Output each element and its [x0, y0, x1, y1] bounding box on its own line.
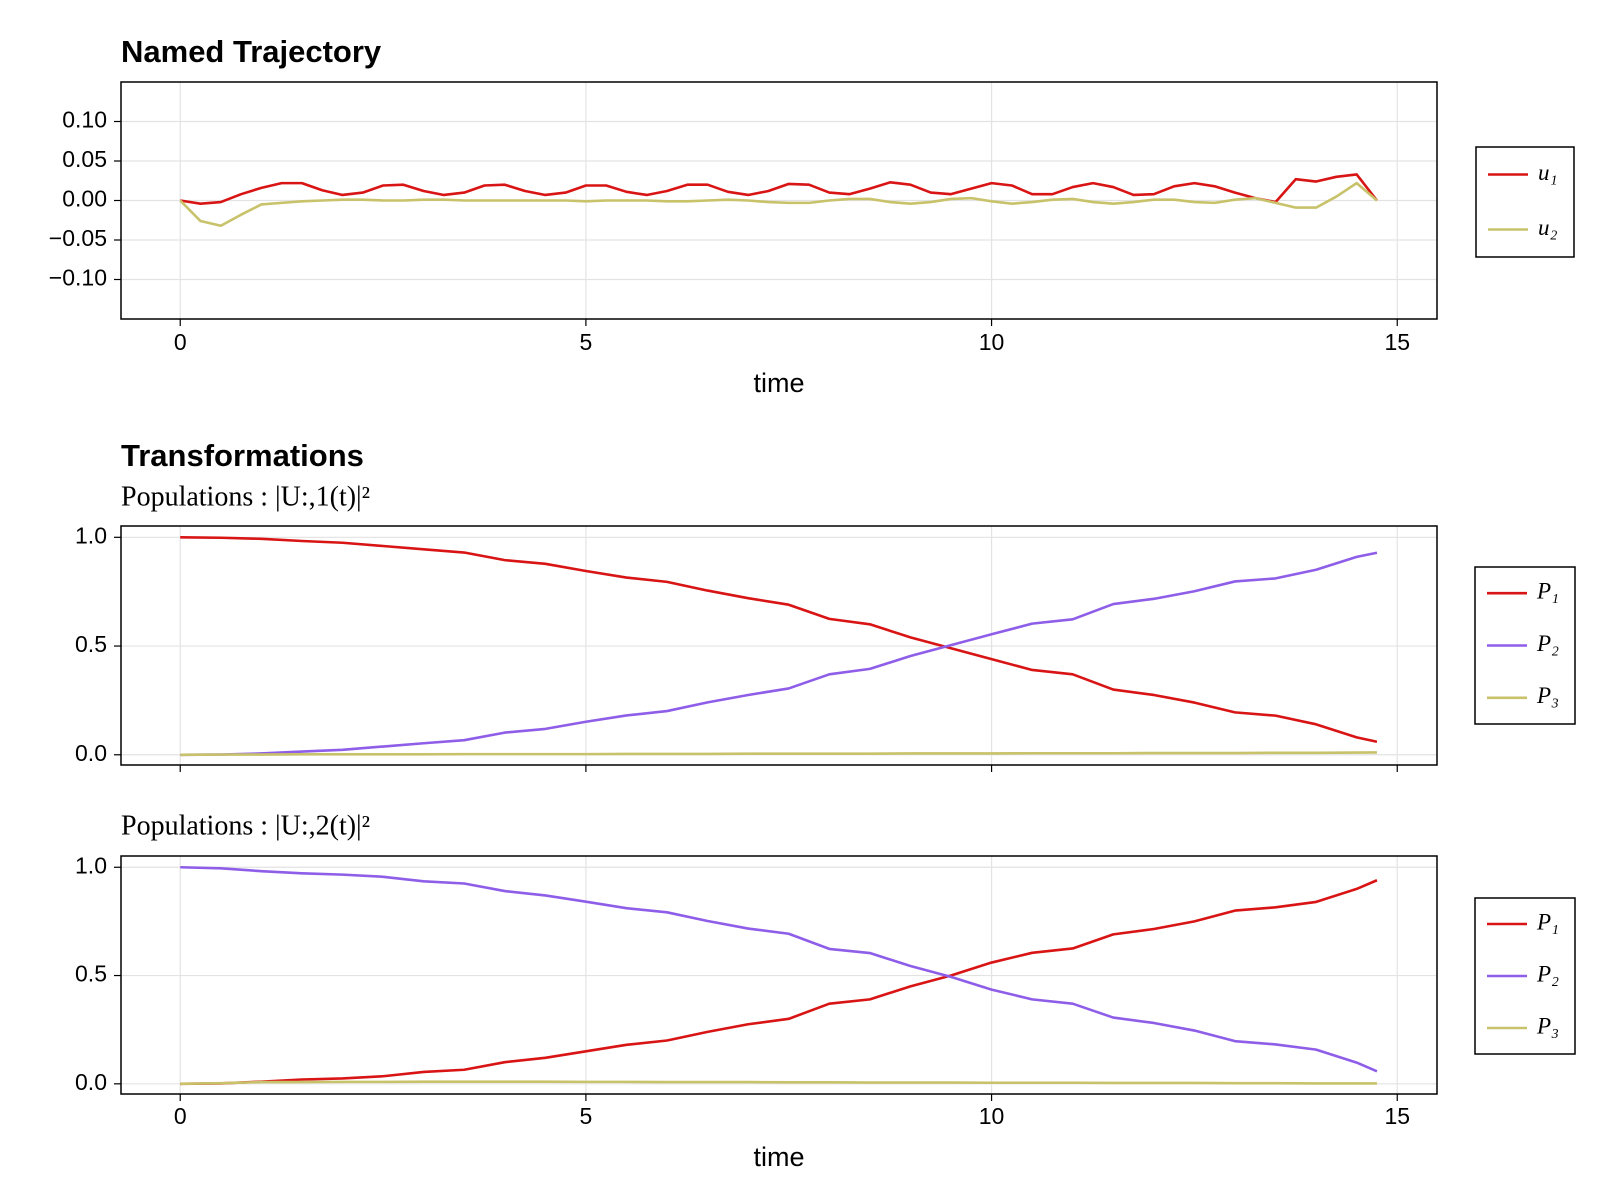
plot-frame	[120, 81, 1438, 320]
y-tick-label: 1.0	[75, 522, 107, 548]
y-tick-label: 0.0	[75, 1069, 107, 1095]
chart-title: Named Trajectory	[121, 34, 382, 69]
x-tick-label: 15	[1384, 329, 1410, 355]
legend-label: P₂	[1536, 631, 1559, 656]
y-tick-label: 0.10	[62, 107, 107, 133]
plot-frame	[120, 855, 1438, 1095]
x-tick-label: 10	[979, 1103, 1005, 1129]
x-tick-label: 0	[174, 329, 187, 355]
series-line	[180, 879, 1378, 1086]
y-tick-label: 0.5	[75, 631, 107, 657]
y-tick-label: 0.05	[62, 146, 107, 172]
legend-label: P₂	[1536, 961, 1559, 986]
x-tick-label: 5	[580, 1103, 593, 1129]
legend-label: P₃	[1536, 683, 1559, 708]
series-line	[180, 173, 1378, 205]
y-tick-label: −0.05	[49, 225, 107, 251]
legend-box	[1475, 146, 1575, 258]
y-tick-label: 1.0	[75, 852, 107, 878]
y-tick-label: 0.0	[75, 740, 107, 766]
y-tick-label: 0.5	[75, 961, 107, 987]
legend-label: P₃	[1536, 1013, 1559, 1038]
legend-label: u₂	[1538, 215, 1558, 240]
x-tick-label: 15	[1384, 1103, 1410, 1129]
legend-label: u₁	[1538, 160, 1558, 185]
chart-subtitle: Populations : |U:,1(t)|²	[121, 481, 370, 512]
chart-title: Transformations	[121, 438, 364, 473]
legend-label: P₁	[1536, 578, 1559, 603]
series-line	[180, 536, 1378, 744]
chart-subtitle: Populations : |U:,2(t)|²	[121, 810, 370, 841]
series-line	[180, 1080, 1377, 1086]
plot-frame	[120, 525, 1438, 766]
x-tick-label: 0	[174, 1103, 187, 1129]
series-line	[179, 181, 1378, 228]
x-axis-label: time	[753, 1142, 804, 1172]
x-tick-label: 10	[979, 329, 1005, 355]
x-tick-label: 5	[580, 329, 593, 355]
y-tick-label: 0.00	[62, 186, 107, 212]
x-axis-label: time	[753, 368, 804, 398]
series-line	[180, 865, 1378, 1073]
series-line	[180, 551, 1378, 757]
series-line	[180, 751, 1377, 757]
y-tick-label: −0.10	[49, 265, 107, 291]
legend-label: P₁	[1536, 909, 1559, 934]
